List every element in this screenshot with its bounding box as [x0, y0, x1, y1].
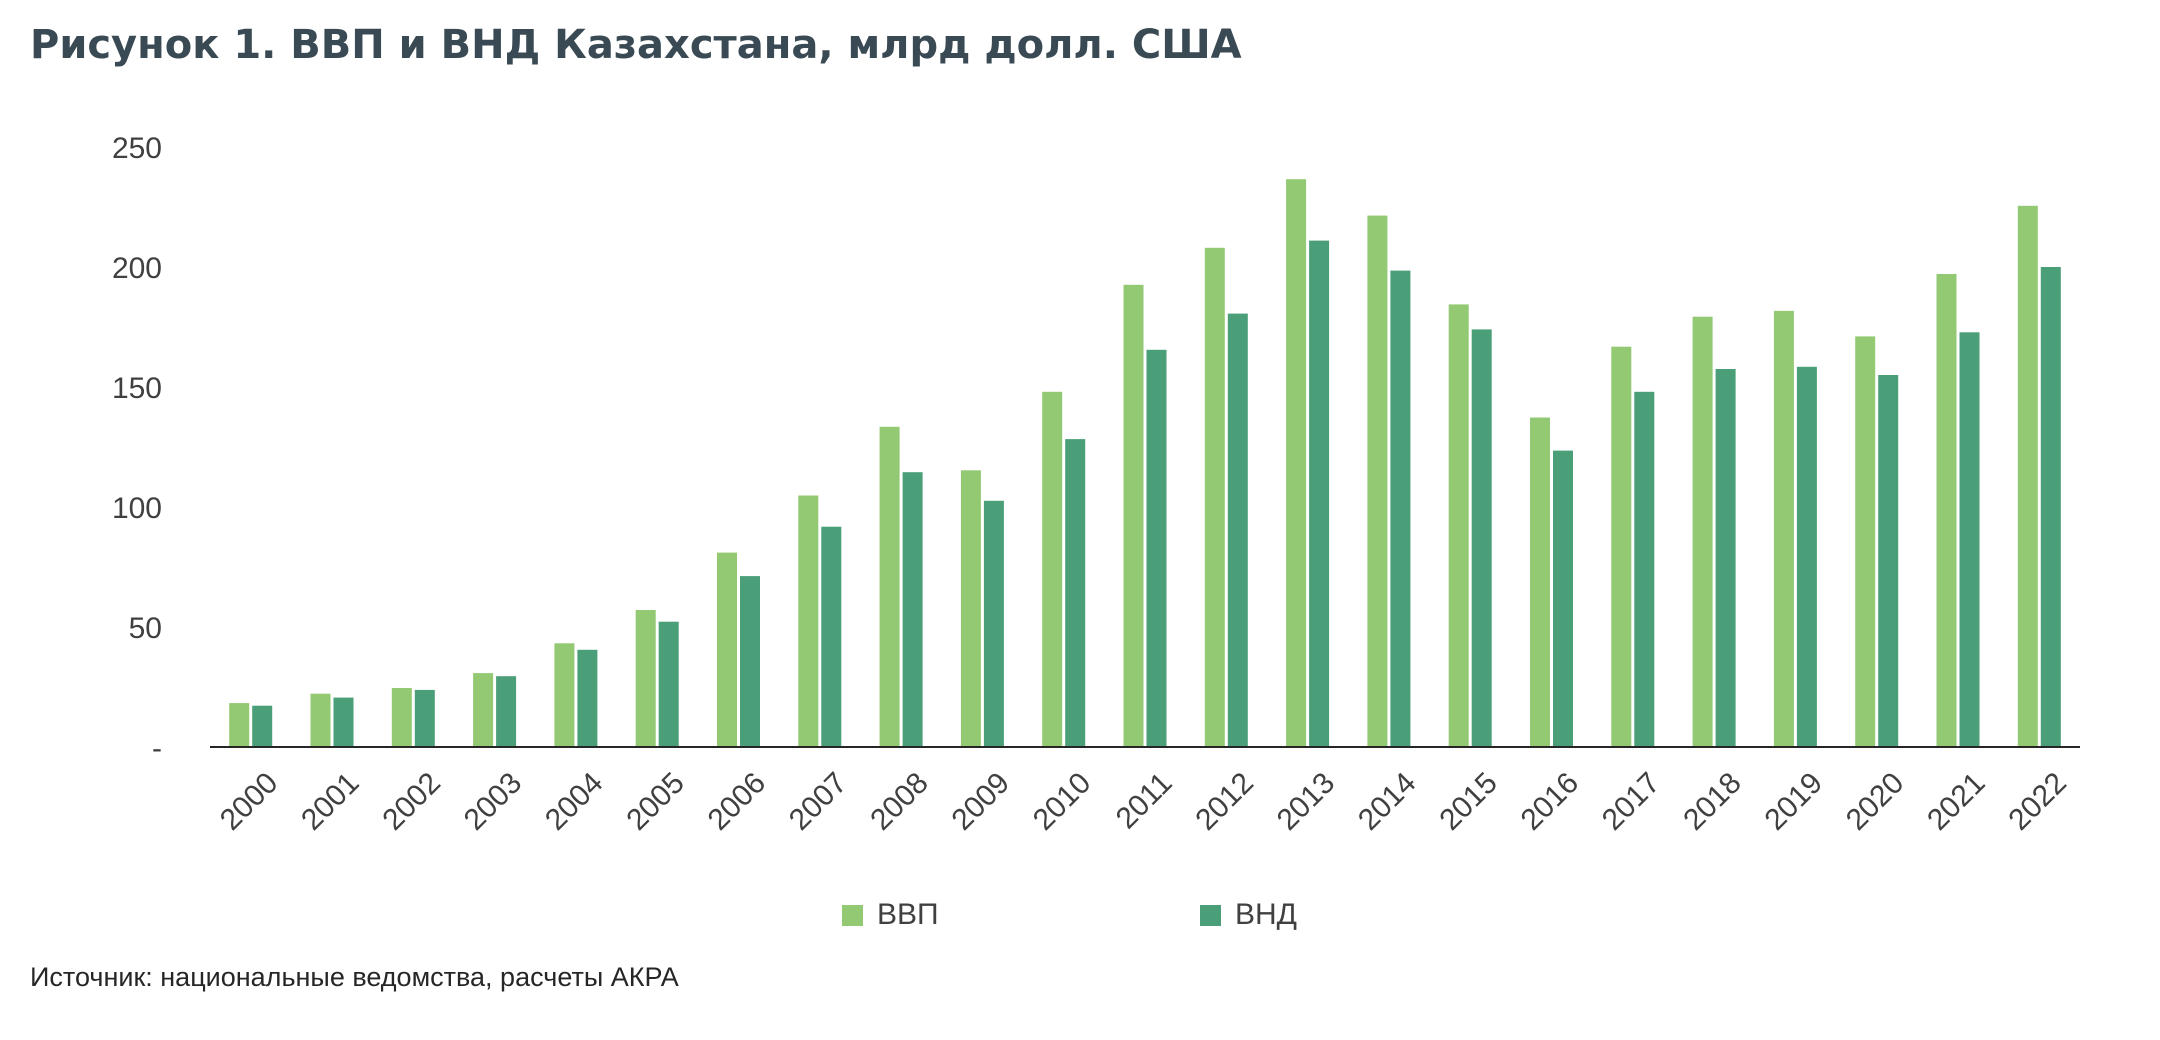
legend-label-gni: ВНД — [1235, 898, 1297, 931]
bar-gni-2006 — [740, 576, 760, 747]
x-axis-ticks: 2000 2001 2002 2003 2004 2005 2006 2007 2008 2009… — [214, 766, 2073, 837]
bar-gni-2005 — [658, 621, 679, 747]
bar-gdp-2001 — [310, 693, 331, 747]
x-tick-label: 2000 — [214, 766, 285, 837]
bar-gni-2004 — [577, 649, 598, 747]
bar-gni-2022 — [2040, 267, 2061, 747]
x-tick-label: 2011 — [1110, 766, 1179, 835]
source-note: Источник: национальные ведомства, расчет… — [30, 962, 679, 992]
bar-gdp-2014 — [1367, 215, 1388, 748]
x-tick-label: 2016 — [1515, 766, 1586, 837]
x-tick-label: 2018 — [1677, 766, 1748, 837]
y-tick-label: 250 — [112, 132, 162, 165]
chart-title: Рисунок 1. ВВП и ВНД Казахстана, млрд до… — [30, 22, 1242, 68]
legend-item-gdp: ВВП — [842, 898, 939, 932]
bar-gdp-2013 — [1286, 179, 1307, 747]
x-tick-label: 2003 — [458, 766, 529, 837]
bar-gdp-2009 — [960, 470, 981, 747]
bar-gni-2009 — [983, 500, 1004, 747]
bar-gdp-2002 — [391, 688, 412, 747]
bar-gni-2008 — [902, 472, 923, 747]
bar-gni-2021 — [1959, 332, 1980, 747]
bar-gdp-2003 — [473, 673, 494, 747]
legend: ВВП ВНД — [0, 898, 2160, 942]
bar-gni-2012 — [1227, 313, 1248, 747]
y-tick-label: 50 — [129, 612, 162, 645]
bar-gni-2001 — [333, 697, 354, 747]
bar-gdp-2019 — [1773, 310, 1794, 747]
bar-gni-2014 — [1390, 270, 1411, 747]
bar-gdp-2012 — [1204, 247, 1225, 748]
x-tick-label: 2007 — [783, 766, 854, 837]
legend-item-gni: ВНД — [1200, 898, 1297, 932]
x-tick-label: 2022 — [2002, 766, 2073, 837]
x-tick-label: 2002 — [376, 766, 447, 837]
bars — [229, 179, 2061, 748]
bar-gni-2003 — [496, 676, 517, 747]
x-tick-label: 2014 — [1352, 766, 1423, 837]
legend-swatch-gdp — [842, 904, 863, 926]
x-tick-label: 2001 — [295, 766, 366, 837]
bar-gdp-2017 — [1611, 346, 1632, 747]
bar-gni-2007 — [821, 526, 842, 747]
x-tick-label: 2015 — [1433, 766, 1504, 837]
x-tick-label: 2009 — [946, 766, 1017, 837]
y-tick-label: - — [152, 732, 162, 765]
bar-gni-2000 — [252, 705, 273, 747]
bar-gni-2011 — [1146, 349, 1167, 747]
x-tick-label: 2013 — [1271, 766, 1342, 837]
y-tick-label: 200 — [112, 252, 162, 285]
legend-swatch-gni — [1200, 904, 1221, 926]
bar-gni-2020 — [1878, 375, 1899, 747]
x-tick-label: 2019 — [1759, 766, 1830, 837]
x-tick-label: 2008 — [864, 766, 935, 837]
bar-gdp-2020 — [1855, 336, 1876, 747]
y-axis-ticks: - 50 100 150 200 250 — [112, 132, 162, 765]
bar-gni-2013 — [1309, 240, 1330, 747]
bar-gni-2019 — [1796, 366, 1817, 747]
bar-gdp-2005 — [635, 610, 656, 747]
bar-gdp-2007 — [798, 495, 819, 747]
bar-gdp-2018 — [1692, 316, 1713, 747]
bar-gdp-2010 — [1042, 391, 1063, 747]
x-tick-label: 2020 — [1840, 766, 1911, 837]
bar-gni-2010 — [1065, 439, 1086, 747]
x-tick-label: 2012 — [1189, 766, 1260, 837]
x-tick-label: 2021 — [1921, 766, 1992, 837]
x-tick-label: 2017 — [1596, 766, 1667, 837]
bar-gdp-2004 — [554, 643, 575, 747]
x-tick-label: 2005 — [620, 766, 691, 837]
x-tick-label: 2004 — [539, 766, 610, 837]
bar-gdp-2022 — [2017, 205, 2038, 748]
bar-gni-2018 — [1715, 369, 1736, 747]
bar-gdp-2011 — [1123, 284, 1144, 747]
bar-gdp-2008 — [879, 426, 900, 747]
bar-gni-2002 — [414, 689, 435, 747]
bar-gni-2016 — [1553, 450, 1573, 747]
bar-gni-2017 — [1634, 391, 1655, 747]
bar-gdp-2006 — [717, 552, 737, 747]
bar-gdp-2021 — [1936, 274, 1957, 747]
bar-gni-2015 — [1471, 329, 1492, 747]
bar-gdp-2000 — [229, 703, 250, 747]
x-tick-label: 2006 — [702, 766, 773, 837]
y-tick-label: 150 — [112, 372, 162, 405]
y-tick-label: 100 — [112, 492, 162, 525]
bar-gdp-2015 — [1448, 304, 1469, 747]
legend-label-gdp: ВВП — [877, 898, 939, 931]
bar-gdp-2016 — [1530, 417, 1550, 747]
x-tick-label: 2010 — [1027, 766, 1098, 837]
